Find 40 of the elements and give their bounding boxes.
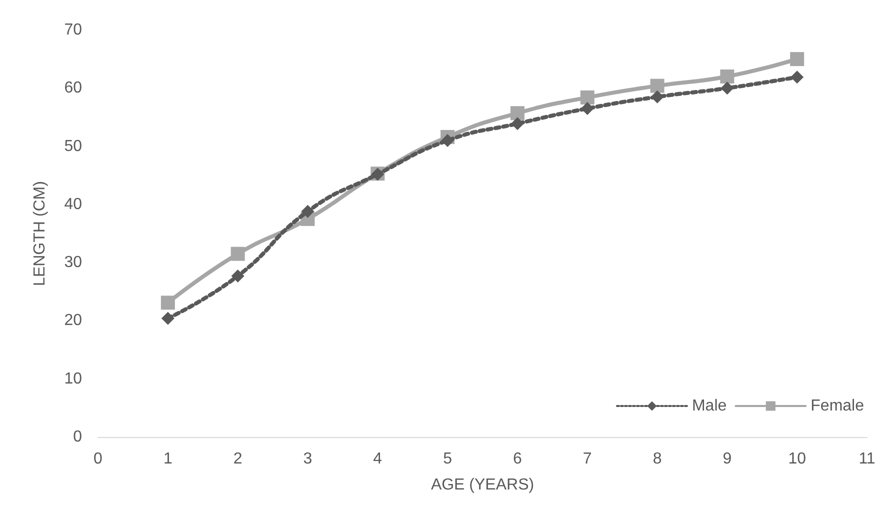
point (790, 70, 804, 84)
y-tick-label: 60 (64, 80, 82, 97)
point (720, 70, 734, 84)
x-tick-label: 7 (582, 450, 592, 468)
x-tick-label: 11 (858, 450, 876, 468)
x-tick-label: 4 (373, 450, 382, 468)
x-tick-label: 6 (513, 450, 522, 468)
point (580, 102, 594, 115)
x-tick-label: 1 (163, 450, 172, 468)
x-tick-label: 2 (233, 450, 242, 468)
point (650, 90, 664, 104)
point (161, 312, 174, 325)
y-tick-label: 10 (64, 370, 82, 388)
point (720, 82, 734, 95)
y-tick-label: 70 (64, 22, 82, 38)
x-tick-label: 3 (303, 450, 312, 468)
y-tick-label: 0 (73, 428, 82, 446)
legend-label: Female (810, 398, 864, 414)
y-axis-title: LENGTH (CM) (32, 181, 48, 286)
point (510, 106, 524, 120)
point (650, 78, 664, 93)
x-axis-title: AGE (YEARS) (430, 476, 534, 494)
legend-label: Male (692, 398, 727, 414)
x-tick-label: 10 (788, 450, 806, 468)
point (301, 204, 314, 218)
x-tick-label: 9 (722, 450, 732, 468)
x-tick-label: 0 (94, 450, 103, 468)
point (441, 134, 454, 147)
point (230, 246, 245, 261)
point (231, 269, 244, 282)
point (160, 296, 175, 310)
y-tick-label: 40 (64, 196, 82, 213)
x-tick-label: 8 (652, 450, 662, 468)
y-tick-label: 20 (64, 312, 82, 330)
point (790, 52, 804, 66)
y-tick-label: 50 (64, 138, 82, 155)
point (580, 90, 594, 104)
y-tick-label: 30 (64, 254, 82, 272)
point (510, 117, 524, 130)
x-tick-label: 5 (443, 450, 452, 468)
